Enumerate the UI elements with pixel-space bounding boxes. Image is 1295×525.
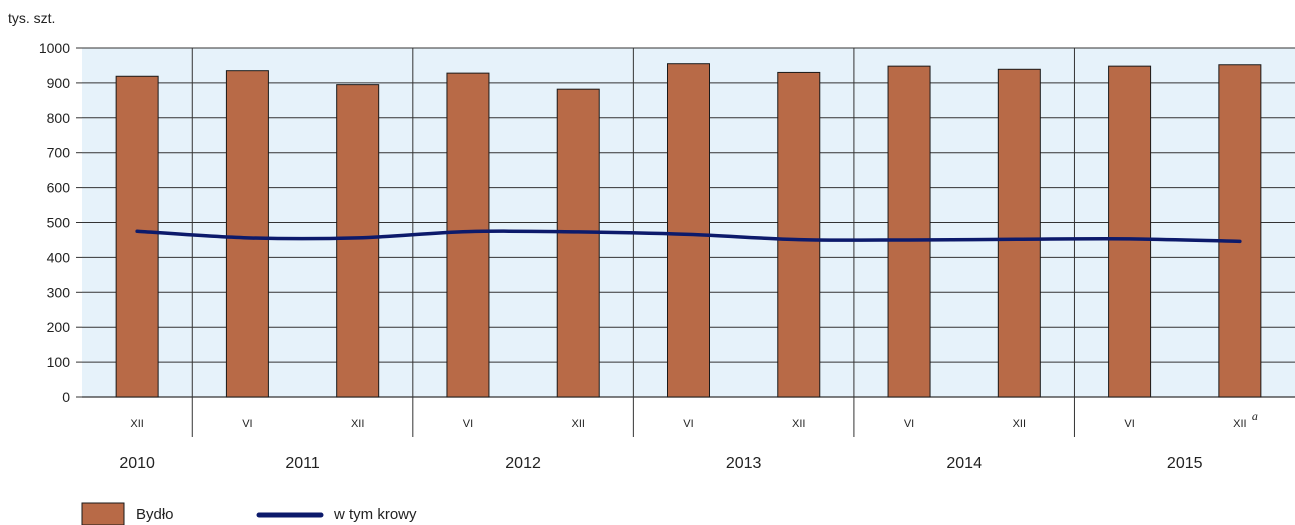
- x-tick-label-1: VI: [242, 418, 252, 430]
- y-tick-label-800: 800: [47, 110, 71, 126]
- y-tick-label-200: 200: [47, 319, 71, 335]
- bar-5: [667, 63, 710, 398]
- x-tick-label-8: XII: [1013, 418, 1026, 430]
- bar-7: [887, 65, 931, 398]
- legend-label-line: w tym krowy: [333, 506, 417, 523]
- bar-10: [1218, 64, 1262, 398]
- x-tick-label-6: XII: [792, 418, 805, 430]
- y-tick-label-300: 300: [47, 284, 71, 300]
- bar-9: [1108, 65, 1152, 398]
- y-tick-label-500: 500: [47, 215, 71, 231]
- y-tick-label-700: 700: [47, 145, 71, 161]
- bar-2: [336, 84, 380, 398]
- bar-8: [997, 68, 1041, 398]
- y-tick-label-900: 900: [47, 75, 71, 91]
- x-tick-label-4: XII: [572, 418, 585, 430]
- year-label-2014: 2014: [946, 455, 982, 472]
- legend-swatch-bars: [81, 502, 125, 525]
- x-tick-label-0: XII: [130, 418, 143, 430]
- line-series-krowy: [135, 229, 1242, 244]
- bar-3: [446, 72, 490, 398]
- y-tick-label-400: 400: [47, 249, 71, 265]
- year-label-2012: 2012: [505, 455, 541, 472]
- y-tick-label-600: 600: [47, 180, 71, 196]
- year-label-2010: 2010: [119, 455, 155, 472]
- legend: Bydło w tym krowy: [81, 502, 417, 525]
- bar-1: [225, 70, 269, 398]
- x-tick-label-10: XII: [1233, 418, 1246, 430]
- plot-area: 0 100 200 300 400 500 600 700 800 900 1000 2010 2011…: [39, 40, 1295, 472]
- year-label-2011: 2011: [285, 455, 320, 472]
- legend-label-bars: Bydło: [136, 506, 174, 523]
- bar-0: [115, 75, 159, 398]
- x-tick-label-5: VI: [683, 418, 693, 430]
- y-tick-label-100: 100: [47, 354, 71, 370]
- x-tick-label-3: VI: [463, 418, 473, 430]
- bar-4: [556, 88, 600, 398]
- year-label-2013: 2013: [726, 455, 762, 472]
- bar-6: [777, 71, 821, 398]
- x-tick-footnote: a: [1252, 409, 1258, 423]
- x-tick-label-7: VI: [904, 418, 914, 430]
- y-tick-label-1000: 1000: [39, 40, 70, 56]
- x-tick-label-2: XII: [351, 418, 364, 430]
- y-axis-title: tys. szt.: [8, 10, 55, 26]
- year-label-2015: 2015: [1167, 455, 1203, 472]
- x-tick-label-9: VI: [1124, 418, 1134, 430]
- y-tick-label-0: 0: [62, 389, 70, 405]
